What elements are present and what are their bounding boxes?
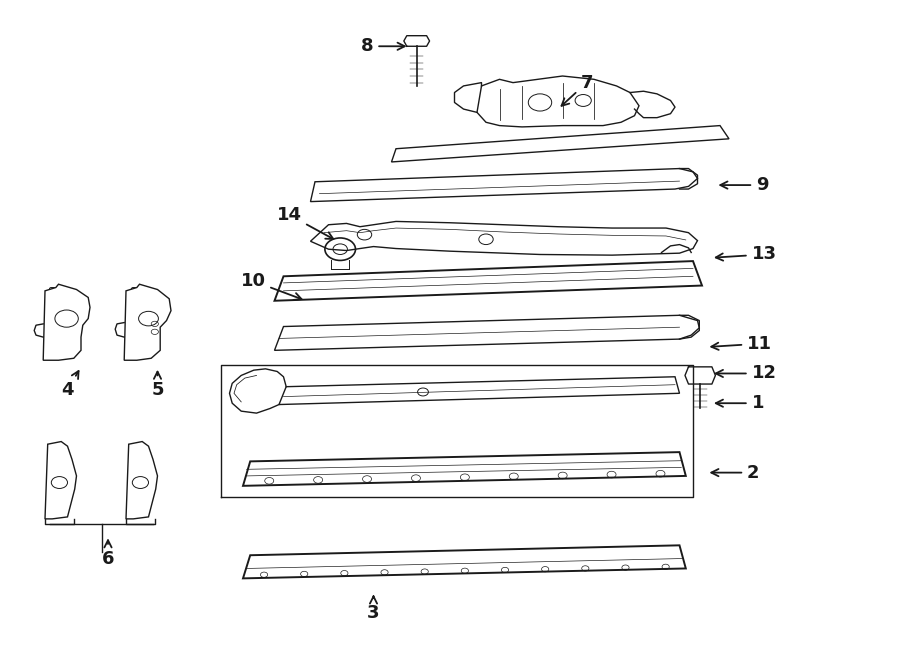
Polygon shape xyxy=(477,76,639,127)
Polygon shape xyxy=(126,442,158,519)
Text: 11: 11 xyxy=(711,334,772,353)
Text: 2: 2 xyxy=(711,463,760,482)
Text: 14: 14 xyxy=(276,206,333,239)
Polygon shape xyxy=(279,377,680,405)
Text: 9: 9 xyxy=(720,176,769,194)
Text: 4: 4 xyxy=(61,371,78,399)
Polygon shape xyxy=(310,169,698,202)
Text: 3: 3 xyxy=(367,596,380,622)
Polygon shape xyxy=(274,315,699,350)
Polygon shape xyxy=(243,452,686,486)
Text: 8: 8 xyxy=(361,37,405,56)
Text: 7: 7 xyxy=(562,73,593,106)
Text: 13: 13 xyxy=(716,245,777,264)
Polygon shape xyxy=(45,442,76,519)
Polygon shape xyxy=(243,545,686,578)
Text: 10: 10 xyxy=(240,272,302,300)
Polygon shape xyxy=(43,284,90,360)
Text: 1: 1 xyxy=(716,394,764,412)
Polygon shape xyxy=(392,126,729,162)
Polygon shape xyxy=(310,221,698,255)
Polygon shape xyxy=(274,261,702,301)
Text: 12: 12 xyxy=(716,364,777,383)
Text: 6: 6 xyxy=(102,540,114,568)
Polygon shape xyxy=(124,284,171,360)
Text: 5: 5 xyxy=(151,371,164,399)
